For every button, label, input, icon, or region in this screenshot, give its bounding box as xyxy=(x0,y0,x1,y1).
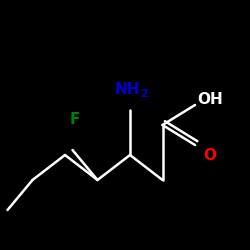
Text: 2: 2 xyxy=(140,89,148,99)
Text: F: F xyxy=(70,112,80,128)
Text: OH: OH xyxy=(197,92,223,108)
Text: NH: NH xyxy=(115,82,140,98)
Text: O: O xyxy=(204,148,216,162)
